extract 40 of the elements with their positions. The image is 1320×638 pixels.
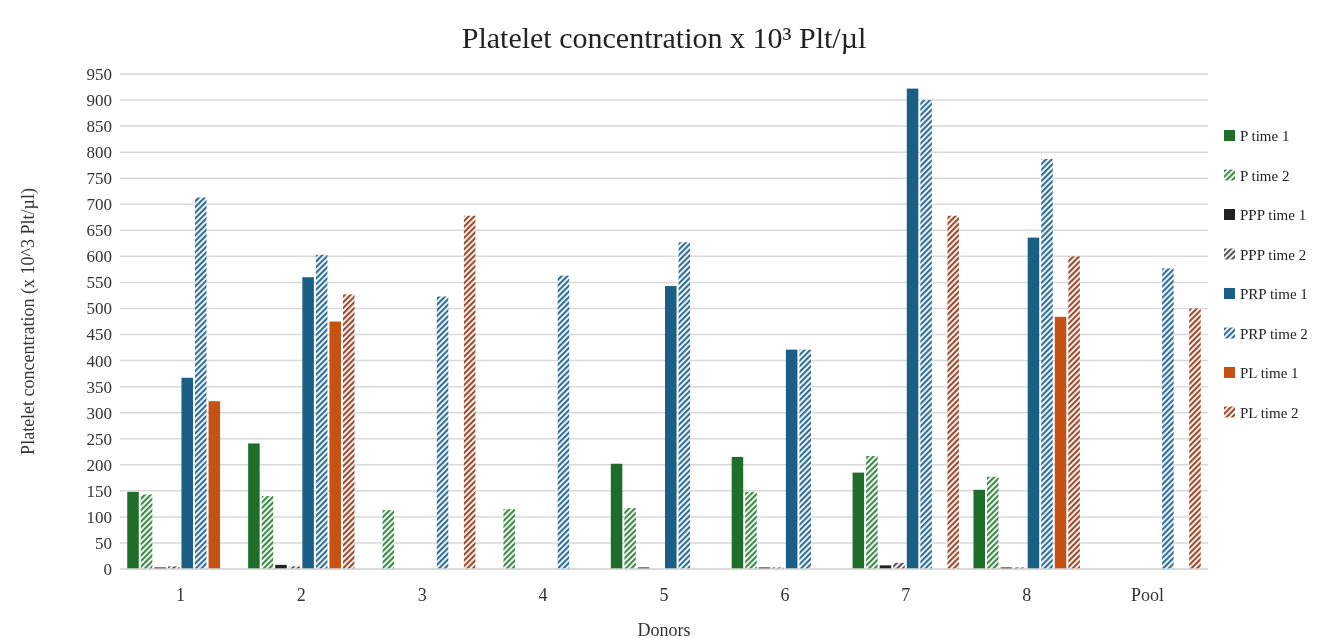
x-tick-label: 1 (175, 585, 185, 605)
chart-title: Platelet concentration x 10³ Plt/µl (461, 21, 867, 54)
y-tick-label: 900 (86, 91, 112, 110)
y-tick-label: 400 (86, 351, 112, 371)
x-tick-label: 5 (659, 585, 669, 605)
y-tick-label: 450 (86, 325, 112, 345)
legend-label: PL time 2 (1240, 404, 1299, 421)
y-tick-label: 550 (86, 273, 112, 293)
y-tick-label: 300 (86, 403, 112, 423)
y-tick-label: 750 (86, 169, 112, 189)
legend-label: PRP time 2 (1240, 325, 1308, 342)
legend-label: PL time 1 (1240, 365, 1299, 382)
legend-label: PPP time 2 (1240, 246, 1307, 263)
y-tick-label: 950 (86, 64, 112, 84)
legend-label: PRP time 1 (1240, 286, 1308, 303)
x-tick-label: 8 (1022, 585, 1032, 605)
x-tick-label: 7 (901, 585, 911, 605)
y-tick-label: 850 (86, 117, 112, 137)
y-tick-label: 150 (86, 481, 112, 501)
y-tick-label: 500 (86, 299, 112, 319)
y-tick-label: 100 (86, 507, 112, 527)
legend-label: PPP time 1 (1240, 207, 1307, 224)
y-tick-label: 800 (86, 143, 112, 163)
y-axis-title: Platelet concentration (x 10^3 Plt/µl) (18, 188, 39, 455)
y-tick-label: 600 (86, 247, 112, 267)
y-tick-label: 700 (86, 195, 112, 215)
x-tick-label: 4 (538, 585, 548, 605)
x-tick-label: 6 (780, 585, 790, 605)
y-tick-label: 250 (86, 429, 112, 449)
y-tick-label: 0 (103, 559, 112, 579)
x-tick-label: 2 (296, 585, 306, 605)
y-tick-label: 350 (86, 377, 112, 397)
x-axis-title: Donors (637, 620, 691, 638)
x-tick-label: Pool (1131, 585, 1165, 605)
x-tick-label: 3 (417, 585, 427, 605)
y-tick-label: 200 (86, 455, 112, 475)
y-tick-label: 50 (95, 533, 112, 553)
legend-label: P time 1 (1240, 128, 1290, 145)
legend-label: P time 2 (1240, 167, 1290, 184)
y-tick-label: 650 (86, 221, 112, 241)
